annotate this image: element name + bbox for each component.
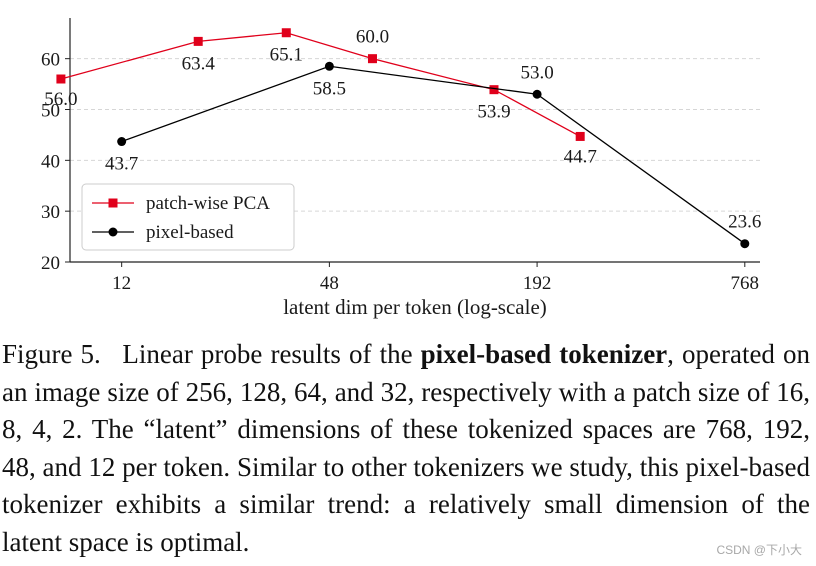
y-tick-label: 20 [41, 253, 60, 274]
data-point [281, 28, 291, 38]
legend-marker [108, 227, 118, 237]
y-tick-label: 50 [41, 101, 60, 122]
figure-caption: Figure 5. Linear probe results of the pi… [2, 336, 810, 561]
x-tick-label: 48 [320, 273, 339, 294]
data-label: 58.5 [313, 78, 346, 99]
data-point [575, 131, 585, 141]
y-tick-label: 30 [41, 202, 60, 223]
data-point [324, 61, 334, 71]
data-point [740, 239, 750, 249]
data-label: 53.9 [477, 102, 510, 123]
x-tick-label: 768 [731, 273, 760, 294]
data-label: 65.1 [270, 45, 303, 66]
caption-rest: , operated on an image size of 256, 128,… [2, 339, 810, 557]
data-point [193, 36, 203, 46]
data-point [56, 74, 66, 84]
data-label: 53.0 [520, 62, 553, 83]
y-axis-ticks: 20 30 40 50 60 [41, 50, 70, 274]
data-label: 63.4 [182, 53, 216, 74]
series-line-pixel-based [121, 65, 746, 245]
data-label: 23.6 [728, 212, 761, 233]
caption-label: Figure 5. [2, 339, 101, 369]
legend-label: pixel-based [146, 222, 234, 243]
x-axis-ticks: 12 48 192 768 [112, 262, 759, 294]
y-tick-label: 40 [41, 151, 60, 172]
data-label: 60.0 [356, 27, 389, 48]
legend: patch-wise PCA pixel-based [81, 183, 295, 251]
y-tick-label: 60 [41, 50, 60, 71]
x-tick-label: 12 [112, 273, 131, 294]
data-label: 56.0 [44, 89, 77, 110]
data-label: 44.7 [564, 146, 597, 167]
legend-label: patch-wise PCA [146, 193, 270, 214]
data-point [367, 54, 377, 64]
series-layer: 56.0 63.4 65.1 60.0 53.9 44.7 43.7 58.5 53.0 23.6 [44, 27, 761, 249]
data-point [117, 137, 127, 147]
caption-intro: Linear probe results of the [122, 339, 421, 369]
data-point [532, 89, 542, 99]
data-point [489, 85, 499, 95]
caption-bold: pixel-based tokenizer [420, 339, 668, 369]
line-chart: 20 30 40 50 60 12 48 192 768 latent dim per tok… [41, 18, 761, 319]
watermark: CSDN @下小大 [716, 543, 802, 557]
data-label: 43.7 [105, 154, 138, 175]
x-tick-label: 192 [523, 273, 552, 294]
legend-marker [108, 198, 118, 208]
series-line-patch-wise-pca [60, 32, 581, 138]
x-axis-label: latent dim per token (log-scale) [283, 295, 547, 319]
legend-box [81, 183, 295, 251]
